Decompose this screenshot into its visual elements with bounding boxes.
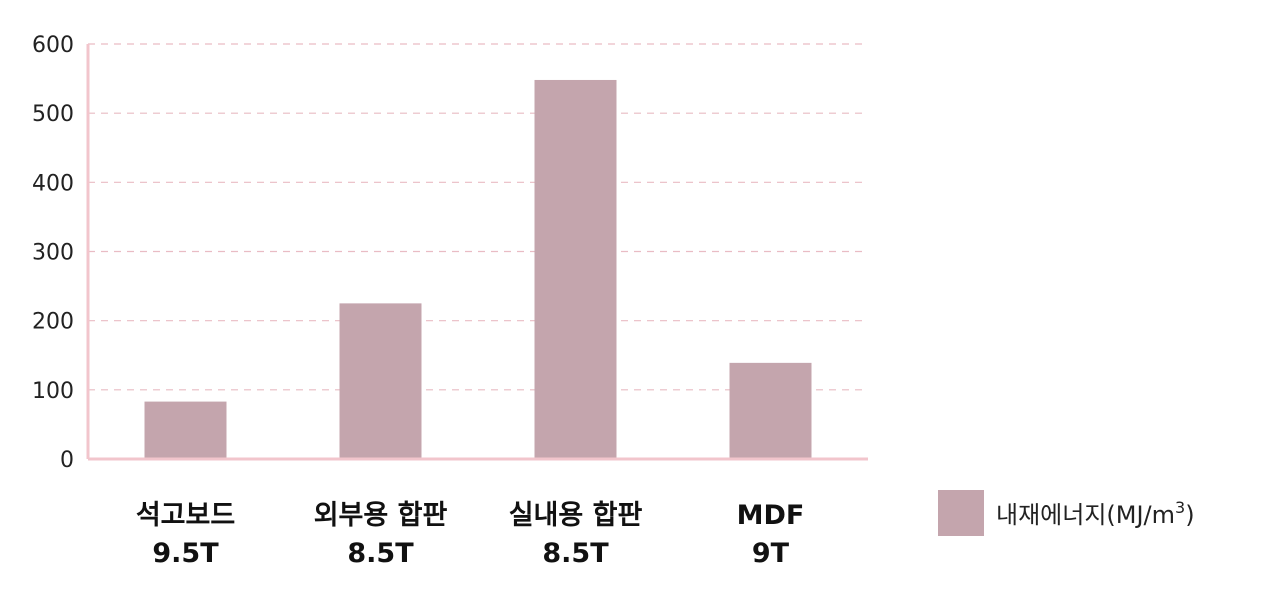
y-tick-label: 100	[32, 379, 74, 404]
x-category-label: 실내용 합판 8.5T	[509, 500, 643, 569]
bar	[144, 401, 227, 459]
bar	[534, 79, 617, 459]
y-tick-label: 600	[32, 33, 74, 58]
legend-label: 내재에너지(MJ/m3)	[996, 498, 1195, 529]
legend-swatch	[938, 490, 984, 536]
bar	[729, 362, 812, 459]
x-category-label: 외부용 합판 8.5T	[314, 500, 448, 569]
y-tick-label: 300	[32, 241, 74, 266]
x-category-label-line: 실내용 합판	[509, 500, 643, 531]
legend-label-suffix: )	[1185, 501, 1194, 529]
y-tick-label: 0	[60, 448, 74, 473]
x-category-label-line: 8.5T	[542, 538, 609, 569]
x-category-label: 석고보드 9.5T	[136, 500, 235, 569]
gridlines	[88, 43, 868, 391]
bars	[144, 79, 812, 459]
legend-label-main: 내재에너지(MJ/m	[996, 501, 1175, 529]
x-category-label-line: 9T	[752, 538, 790, 569]
y-tick-label: 400	[32, 171, 74, 196]
x-category-label-line: 8.5T	[347, 538, 414, 569]
y-tick-labels: 0 100 200 300 400 500 600	[32, 33, 74, 473]
x-category-label-line: 외부용 합판	[314, 500, 448, 531]
y-tick-label: 500	[32, 102, 74, 127]
x-category-label-line: 9.5T	[152, 538, 219, 569]
bar	[339, 303, 422, 459]
legend: 내재에너지(MJ/m3)	[938, 490, 1195, 536]
legend-label-superscript: 3	[1175, 498, 1185, 517]
y-tick-label: 200	[32, 310, 74, 335]
x-category-label: MDF 9T	[737, 500, 805, 569]
x-category-label-line: 석고보드	[136, 500, 235, 531]
x-category-labels: 석고보드 9.5T 외부용 합판 8.5T 실내용 합판 8.5T MDF 9T	[136, 500, 805, 569]
axes	[86, 44, 868, 461]
x-category-label-line: MDF	[737, 500, 805, 531]
